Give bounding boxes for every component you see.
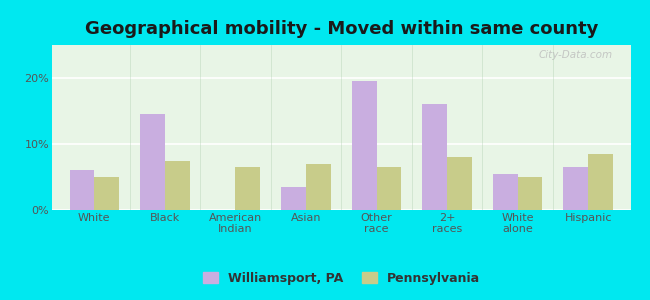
Bar [70, 170, 94, 210]
Bar [165, 160, 190, 210]
Bar [281, 187, 306, 210]
Legend: Williamsport, PA, Pennsylvania: Williamsport, PA, Pennsylvania [198, 267, 485, 290]
Bar [306, 164, 331, 210]
Bar [94, 177, 119, 210]
Bar [376, 167, 401, 210]
Bar [352, 81, 376, 210]
Bar [140, 114, 165, 210]
Bar [564, 167, 588, 210]
Bar [493, 174, 517, 210]
Bar [235, 167, 260, 210]
Bar [422, 104, 447, 210]
Text: City-Data.com: City-Data.com [539, 50, 613, 60]
Bar [517, 177, 542, 210]
Title: Geographical mobility - Moved within same county: Geographical mobility - Moved within sam… [84, 20, 598, 38]
Bar [588, 154, 613, 210]
Bar [447, 157, 472, 210]
